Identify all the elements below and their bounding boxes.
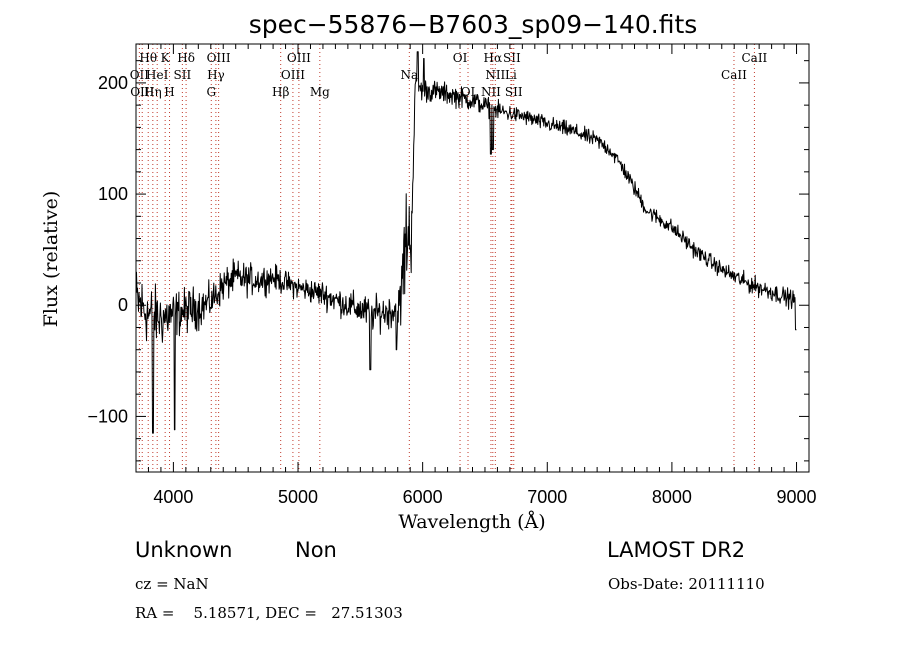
obs-date-text: Obs-Date: 20111110 xyxy=(608,575,765,593)
plot-frame xyxy=(135,43,810,473)
line-marker-label-22: Li xyxy=(505,68,517,82)
y-tick-label-3: 200 xyxy=(98,73,128,93)
line-marker-label-12: Hβ xyxy=(272,85,289,99)
spectrum-series xyxy=(135,51,797,434)
x-tick-label-2: 6000 xyxy=(403,487,443,507)
line-marker-label-19: NII xyxy=(481,85,501,99)
line-marker-label-6: H xyxy=(164,85,174,99)
y-tick-label-0: −100 xyxy=(87,406,128,426)
line-marker-label-3: Hη xyxy=(144,85,162,99)
line-marker-label-14: OIII xyxy=(287,51,311,65)
line-marker-label-24: SII xyxy=(505,85,523,99)
x-tick-label-3: 7000 xyxy=(527,487,567,507)
line-marker-label-25: CaII xyxy=(721,68,747,82)
x-tick-label-1: 5000 xyxy=(278,487,318,507)
line-marker-label-8: Hδ xyxy=(177,51,195,65)
spectrum-line xyxy=(135,51,797,434)
y-tick-label-1: 0 xyxy=(118,295,128,315)
object-subclass: Non xyxy=(295,538,337,562)
line-marker-label-17: OI xyxy=(453,51,468,65)
survey-name: LAMOST DR2 xyxy=(607,538,746,562)
line-marker-label-26: CaII xyxy=(741,51,767,65)
line-marker-label-11: OIII xyxy=(207,51,231,65)
redshift-text: cz = NaN xyxy=(135,575,209,593)
line-marker-label-5: K xyxy=(161,51,171,65)
y-axis-label: Flux (relative) xyxy=(40,191,62,328)
axis-ticks: 4000 5000 6000 7000 8000 9000 −100 0 100 200 xyxy=(87,44,817,507)
y-tick-label-2: 100 xyxy=(98,184,128,204)
line-marker-label-13: OIII xyxy=(281,68,305,82)
line-markers: OIIOIIIHθHηHeIKHSIIHδGHγOIIIHβOIIIOIIIMg… xyxy=(130,44,768,472)
line-marker-label-0: OII xyxy=(130,68,150,82)
line-marker-label-4: HeI xyxy=(146,68,169,82)
line-marker-label-2: Hθ xyxy=(139,51,157,65)
coordinates-text: RA = 5.18571, DEC = 27.51303 xyxy=(135,604,403,622)
line-marker-label-20: Hα xyxy=(484,51,503,65)
x-tick-label-5: 9000 xyxy=(777,487,817,507)
line-marker-label-16: Na xyxy=(400,68,418,82)
x-tick-label-0: 4000 xyxy=(153,487,193,507)
object-class: Unknown xyxy=(135,538,233,562)
line-marker-label-9: G xyxy=(206,85,216,99)
line-marker-label-21: NII xyxy=(485,68,505,82)
line-marker-label-23: SII xyxy=(503,51,521,65)
chart-title: spec−55876−B7603_sp09−140.fits xyxy=(249,10,698,39)
x-axis-label: Wavelength (Å) xyxy=(398,511,545,533)
line-marker-label-15: Mg xyxy=(310,85,330,99)
x-tick-label-4: 8000 xyxy=(652,487,692,507)
line-marker-label-10: Hγ xyxy=(207,68,225,82)
line-marker-label-7: SII xyxy=(174,68,192,82)
